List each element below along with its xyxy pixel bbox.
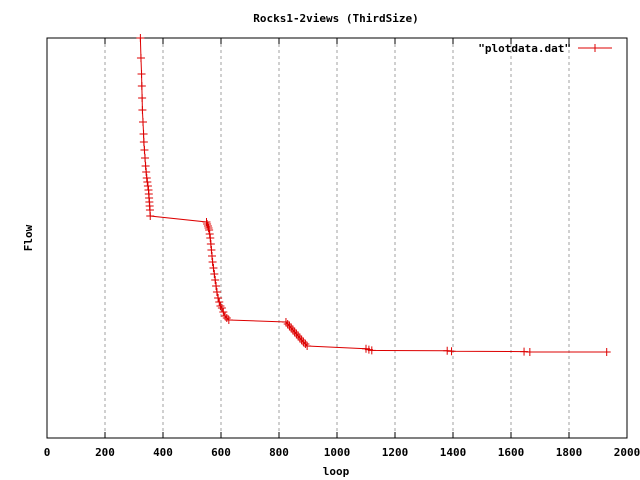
series-layer bbox=[136, 34, 611, 356]
data-point-marker bbox=[146, 212, 155, 220]
legend-marker bbox=[591, 44, 599, 52]
data-point-marker bbox=[294, 332, 303, 340]
x-tick-label: 1200 bbox=[382, 446, 409, 459]
data-point-marker bbox=[136, 54, 145, 62]
data-point-marker bbox=[285, 322, 294, 330]
data-point-marker bbox=[299, 338, 308, 346]
data-point-marker bbox=[211, 276, 220, 284]
data-point-marker bbox=[205, 226, 214, 234]
data-point-marker bbox=[141, 154, 150, 162]
data-point-marker bbox=[215, 298, 224, 306]
data-point-marker bbox=[139, 138, 148, 146]
data-point-marker bbox=[142, 174, 151, 182]
data-point-marker bbox=[206, 234, 215, 242]
data-point-marker bbox=[209, 264, 218, 272]
x-axis-label: loop bbox=[323, 465, 350, 478]
data-point-marker bbox=[221, 312, 230, 320]
data-point-marker bbox=[212, 282, 221, 290]
data-point-marker bbox=[137, 82, 146, 90]
data-point-marker bbox=[287, 324, 296, 332]
data-point-marker bbox=[292, 330, 301, 338]
data-point-marker bbox=[206, 240, 215, 248]
x-tick-label: 800 bbox=[269, 446, 289, 459]
data-point-marker bbox=[207, 246, 216, 254]
data-point-marker bbox=[140, 146, 149, 154]
data-point-marker bbox=[137, 70, 146, 78]
data-point-marker bbox=[219, 308, 228, 316]
x-tick-label: 1800 bbox=[556, 446, 583, 459]
grid-lines bbox=[104, 38, 570, 438]
x-tick-label: 1000 bbox=[324, 446, 351, 459]
data-point-marker bbox=[208, 252, 217, 260]
series-line bbox=[139, 37, 607, 353]
data-point-marker bbox=[222, 314, 231, 322]
data-point-marker bbox=[210, 270, 219, 278]
data-point-marker bbox=[295, 334, 304, 342]
data-point-marker bbox=[143, 182, 152, 190]
data-point-marker bbox=[525, 348, 534, 356]
x-tick-label: 1600 bbox=[498, 446, 525, 459]
x-tick-label: 1400 bbox=[440, 446, 467, 459]
legend: "plotdata.dat" bbox=[478, 42, 612, 55]
y-axis-label: Flow bbox=[22, 224, 35, 251]
data-point-marker bbox=[214, 294, 223, 302]
data-point-marker bbox=[447, 347, 456, 356]
data-point-marker bbox=[139, 130, 148, 138]
data-point-marker bbox=[224, 316, 233, 324]
data-point-marker bbox=[288, 326, 297, 334]
data-point-marker bbox=[203, 222, 212, 230]
data-point-marker bbox=[142, 168, 151, 176]
x-tick-label: 600 bbox=[211, 446, 231, 459]
data-point-marker bbox=[301, 340, 310, 348]
data-point-marker bbox=[138, 118, 147, 126]
x-tick-label: 200 bbox=[95, 446, 115, 459]
data-point-marker bbox=[203, 220, 212, 228]
data-point-marker bbox=[138, 94, 147, 102]
chart-title: Rocks1-2views (ThirdSize) bbox=[253, 12, 419, 25]
data-point-marker bbox=[212, 288, 221, 296]
data-point-marker bbox=[216, 302, 225, 310]
data-point-marker bbox=[141, 162, 150, 170]
x-tick-label: 2000 bbox=[614, 446, 640, 459]
data-point-marker bbox=[281, 318, 290, 326]
data-point-marker bbox=[297, 336, 306, 344]
data-point-marker bbox=[367, 346, 376, 355]
data-point-marker bbox=[602, 348, 611, 356]
data-point-marker bbox=[138, 106, 147, 114]
data-point-marker bbox=[205, 230, 214, 238]
data-point-marker bbox=[290, 328, 299, 336]
data-point-marker bbox=[303, 342, 312, 350]
legend-label: "plotdata.dat" bbox=[478, 42, 571, 55]
x-tick-label: 0 bbox=[44, 446, 51, 459]
x-tick-label: 400 bbox=[153, 446, 173, 459]
data-point-marker bbox=[204, 224, 213, 232]
x-axis-ticks: 0 200 400 600 800 1000 1200 1400 1600 1800 2000 bbox=[44, 38, 640, 459]
data-point-marker bbox=[208, 258, 217, 266]
data-point-marker bbox=[202, 218, 211, 226]
data-point-marker bbox=[136, 34, 145, 42]
data-point-marker bbox=[217, 304, 226, 312]
data-point-marker bbox=[143, 178, 152, 186]
data-point-marker bbox=[283, 320, 292, 328]
